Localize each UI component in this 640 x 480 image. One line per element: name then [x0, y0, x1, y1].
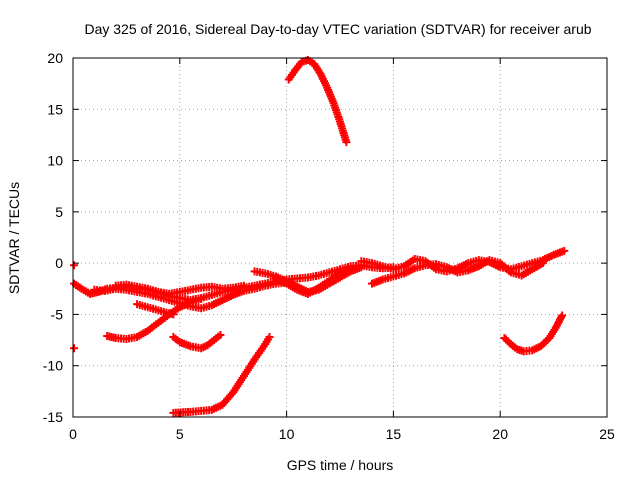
y-tick-label: 5 [55, 204, 63, 220]
y-tick-label: -5 [51, 306, 64, 322]
series-arc-j [169, 330, 225, 353]
data-point [239, 281, 248, 290]
x-tick-label: 15 [386, 426, 402, 442]
x-tick-label: 0 [69, 426, 77, 442]
series-arc-i [133, 300, 178, 319]
series-arc-k [169, 332, 274, 417]
data-point [560, 246, 569, 255]
series-arc-h [103, 295, 206, 344]
plot-frame [72, 57, 608, 418]
data-point [197, 295, 206, 304]
data-point [265, 332, 274, 341]
y-tick-label: 10 [47, 153, 63, 169]
x-tick-label: 20 [492, 426, 508, 442]
chart-title: Day 325 of 2016, Sidereal Day-to-day VTE… [84, 21, 591, 37]
y-tick-label: 15 [47, 101, 63, 117]
series-arc-m [500, 311, 567, 356]
series-arc-l [284, 56, 351, 147]
y-tick-label: 20 [47, 50, 63, 66]
series-arc-e [271, 264, 355, 298]
series-arc-c [111, 280, 248, 298]
data-point [558, 311, 567, 320]
data-point [70, 344, 79, 353]
data-point [169, 310, 178, 319]
y-tick-label: 0 [55, 255, 63, 271]
x-axis-label: GPS time / hours [287, 457, 394, 473]
data-point [216, 330, 225, 339]
x-tick-label: 5 [176, 426, 184, 442]
data-point [70, 261, 79, 270]
x-tick-label: 10 [279, 426, 295, 442]
series-arc-b [90, 278, 291, 313]
data-point [538, 259, 547, 268]
axis-ticks: 0 5 10 15 20 25 -15 -10 -5 0 5 10 15 20 [43, 50, 615, 442]
x-tick-label: 25 [599, 426, 615, 442]
series-arc-g [368, 256, 547, 288]
data-point [342, 138, 351, 147]
y-tick-label: -10 [43, 358, 63, 374]
y-axis-label: SDTVAR / TECUs [6, 182, 22, 294]
data-point [346, 264, 355, 273]
y-tick-label: -15 [43, 409, 63, 425]
data-series [70, 56, 569, 417]
series-arc-n [70, 261, 79, 353]
